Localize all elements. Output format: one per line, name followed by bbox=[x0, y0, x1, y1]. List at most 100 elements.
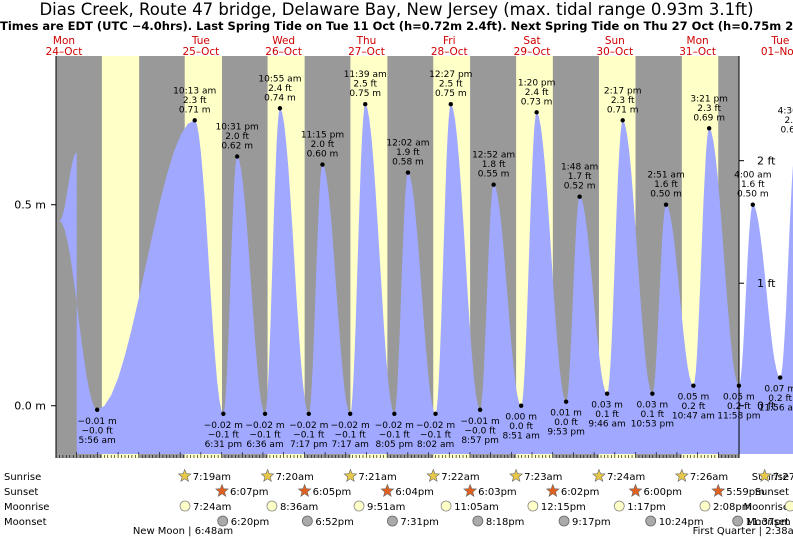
low-tide-label: −0.01 m bbox=[461, 417, 500, 427]
high-tide-label: 0.50 m bbox=[650, 190, 682, 200]
tide-point bbox=[306, 411, 311, 416]
low-tide-label: 0.1 ft bbox=[595, 410, 619, 420]
moonset-time: 10:24pm bbox=[659, 517, 704, 528]
low-tide-label: 0.0 ft bbox=[554, 418, 578, 428]
astro-row-label-right: Moonrise bbox=[744, 502, 789, 513]
high-tide-label: 10:31 pm bbox=[216, 123, 259, 133]
low-tide-label: −0.02 m bbox=[331, 421, 370, 431]
day-weekday: Sat bbox=[523, 35, 540, 47]
low-tide-label: 10:53 pm bbox=[631, 420, 674, 430]
moonset-icon bbox=[645, 515, 657, 527]
day-date: 25–Oct bbox=[182, 46, 219, 58]
low-tide-label: 0.2 ft bbox=[727, 402, 751, 412]
high-tide-label: 0.69 m bbox=[693, 113, 725, 123]
moonrise-icon bbox=[179, 500, 191, 512]
sunrise-icon bbox=[343, 468, 358, 482]
astro-row-label-right: Sunrise bbox=[752, 472, 789, 483]
low-tide-label: 8:05 pm bbox=[376, 440, 414, 450]
moonrise-time: 9:51am bbox=[367, 502, 405, 513]
tide-point bbox=[277, 106, 283, 111]
high-tide-label: 1:48 am bbox=[561, 163, 598, 173]
high-tide-label: 2:17 pm bbox=[604, 86, 642, 96]
low-tide-label: 0.07 m bbox=[764, 385, 793, 395]
day-date: 28–Oct bbox=[431, 46, 468, 58]
high-tide-label: 10:55 am bbox=[258, 74, 301, 84]
high-tide-label: 1.9 ft bbox=[396, 148, 420, 158]
moonrise-icon bbox=[699, 500, 711, 512]
tide-point bbox=[94, 407, 100, 412]
low-tide-label: 9:46 am bbox=[588, 420, 625, 430]
high-tide-label: 1:20 pm bbox=[518, 78, 556, 88]
tide-point bbox=[320, 162, 325, 167]
astro-row-label-right: Sunset bbox=[755, 487, 789, 498]
high-tide-label: 12:27 pm bbox=[429, 70, 472, 80]
high-tide-label: 2.0 ft bbox=[311, 140, 335, 150]
moon-phase-label: First Quarter | 2:38am bbox=[693, 526, 793, 537]
tide-point bbox=[691, 383, 696, 388]
tide-point bbox=[750, 202, 755, 207]
sunrise-icon bbox=[177, 468, 192, 482]
moonset-time: 6:20pm bbox=[231, 517, 270, 528]
high-tide-label: 0.52 m bbox=[564, 182, 596, 192]
tide-point bbox=[448, 102, 453, 107]
high-tide-label: 4:30 pm bbox=[778, 106, 793, 116]
high-tide-label: 2.0 ft bbox=[225, 132, 249, 142]
high-tide-label: 0.58 m bbox=[392, 158, 424, 168]
sunset-time: 6:05pm bbox=[313, 487, 352, 498]
tide-point bbox=[577, 194, 582, 199]
left-tick-label: 0.5 m bbox=[14, 199, 46, 212]
day-weekday: Fri bbox=[443, 35, 456, 47]
low-tide-label: 0.05 m bbox=[723, 393, 755, 403]
tide-curve bbox=[59, 104, 793, 454]
day-weekday: Tue bbox=[191, 35, 210, 47]
low-tide-label: −0.02 m bbox=[204, 421, 243, 431]
moonset-icon bbox=[301, 515, 313, 527]
low-tide-label: 0.05 m bbox=[678, 393, 710, 403]
tide-point bbox=[347, 411, 353, 416]
moonrise-time: 8:36am bbox=[280, 502, 318, 513]
tide-point bbox=[262, 411, 268, 416]
tide-point bbox=[563, 399, 569, 404]
day-date: 29–Oct bbox=[514, 46, 551, 58]
right-tick-label: 0 ft bbox=[757, 400, 776, 413]
high-tide-label: 2.3 ft bbox=[697, 104, 721, 114]
high-tide-label: 0.71 m bbox=[179, 105, 211, 115]
high-tide-label: 1.6 ft bbox=[654, 180, 678, 190]
day-date: 31–Oct bbox=[679, 46, 716, 58]
sunrise-icon bbox=[674, 468, 689, 482]
sunset-icon bbox=[545, 483, 560, 497]
tide-point bbox=[534, 110, 539, 115]
high-tide-label: 0.74 m bbox=[264, 93, 296, 103]
low-tide-label: −0.02 m bbox=[375, 421, 414, 431]
sunset-time: 6:07pm bbox=[230, 487, 269, 498]
sunrise-icon bbox=[592, 468, 606, 482]
tide-point bbox=[392, 411, 397, 416]
sunrise-time: 7:22am bbox=[441, 472, 479, 483]
low-tide-label: 0.01 m bbox=[550, 409, 582, 419]
moonset-time: 9:17pm bbox=[572, 517, 611, 528]
high-tide-label: 1.8 ft bbox=[482, 160, 506, 170]
high-tide-label: 0.73 m bbox=[521, 97, 553, 107]
high-tide-label: 12:52 am bbox=[472, 151, 515, 161]
sunset-time: 6:02pm bbox=[561, 487, 600, 498]
right-tick-label: 2 ft bbox=[757, 155, 776, 168]
moonset-icon bbox=[732, 515, 744, 527]
moonrise-icon bbox=[440, 500, 452, 512]
tide-point bbox=[663, 202, 669, 207]
day-weekday: Mon bbox=[687, 35, 709, 47]
low-tide-label: 0.2 ft bbox=[768, 394, 792, 404]
day-date: 01–Nov bbox=[761, 46, 793, 58]
sunset-icon bbox=[297, 483, 312, 497]
day-labels: Mon24–OctTue25–OctWed26–OctThu27–OctFri2… bbox=[46, 35, 793, 58]
tide-point bbox=[620, 118, 625, 123]
moonrise-time: 12:15pm bbox=[541, 502, 586, 513]
high-tide-label: 2:51 am bbox=[647, 171, 684, 181]
moon-phase-label: New Moon | 6:48am bbox=[133, 526, 233, 537]
tide-point bbox=[363, 102, 368, 107]
sunrise-icon bbox=[757, 468, 772, 482]
day-weekday: Wed bbox=[272, 35, 295, 47]
astro-row-label-left: Sunset bbox=[4, 487, 38, 498]
high-tide-label: 0.50 m bbox=[737, 190, 769, 200]
